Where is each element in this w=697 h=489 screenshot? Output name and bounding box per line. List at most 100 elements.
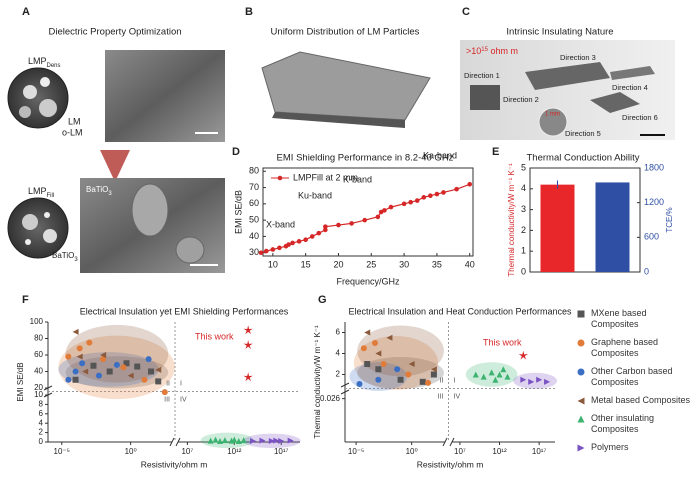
particle [40,77,50,87]
label-part: BaTiO [86,185,108,194]
legend-marker [577,368,585,376]
marker [472,371,479,378]
marker [100,352,107,358]
y-tick-label: 1 [521,246,526,256]
legend-label: Other insulating Composites [591,413,655,434]
annotation: This work [483,337,522,347]
point [401,201,407,207]
point [258,250,264,256]
point [441,190,446,195]
marker [212,436,219,443]
quadrant-label: III [164,396,170,403]
point [388,204,394,210]
legend-label: LMPFill at 2 mm [293,172,358,182]
marker [127,372,134,379]
marker [134,363,141,370]
y2-axis-label: TCE/% [665,207,674,232]
legend-item: Other insulating Composites [576,413,694,435]
sample [525,62,610,90]
particle [175,236,205,264]
direction-label: Direction 6 [622,113,658,122]
particle [39,99,57,117]
particle [19,106,31,118]
marker [161,389,168,396]
y-tick-label: 0 [521,266,526,276]
panel-title: Intrinsic Insulating Nature [506,27,613,38]
sample-slab [261,51,431,121]
y-tick-label: 60 [249,198,259,208]
y-tick-label: 8 [39,400,44,409]
annotation: This work [195,331,234,341]
annotation: K-band [343,174,372,184]
axis-break [175,437,181,447]
sample [610,66,655,80]
quadrant-label: II [440,377,444,384]
region [200,432,254,449]
region [353,336,439,390]
y-tick-label: 4 [336,349,341,358]
panel-label: A [22,6,30,18]
marker [480,373,487,380]
marker [243,325,253,335]
legend-label: Polymers [591,442,629,452]
y-tick-label: 80 [34,334,43,343]
panel-title: Dielectric Property Optimization [48,27,181,38]
panel-label: G [318,294,327,306]
point [408,199,413,205]
marker [86,339,93,346]
point [286,242,291,247]
marker [375,366,382,373]
magnifier [538,107,568,137]
y-tick-label: 50 [249,215,259,225]
axis-break [169,437,175,447]
x-axis-label: Resistivity/ohm m [417,459,484,469]
y2-tick-label: 1800 [644,162,664,172]
quadrant-label: IV [454,393,461,400]
point [428,193,433,199]
marker [408,361,415,367]
y-tick-label: 4 [521,183,526,193]
point [270,247,276,252]
y-tick-label: 0.026 [320,394,341,403]
arrow [100,150,130,182]
marker [65,376,72,383]
y-tick-label: 0 [39,437,44,446]
marker [148,368,155,375]
marker [364,329,371,336]
point [434,191,440,197]
legend-item: Other Carbon based Composites [576,366,694,388]
marker [394,366,401,373]
x-tick-label: 40 [465,259,475,269]
panel-title: Uniform Distribution of LM Particles [271,27,420,38]
axis-break [442,437,448,447]
axis-break [340,389,350,395]
quadrant-label: I [180,380,182,387]
panel-label: D [232,146,240,158]
label: LM [68,116,81,126]
marker [528,378,535,385]
marker [504,373,511,380]
y-tick-label: 60 [34,350,43,359]
point [349,221,354,226]
point [382,208,387,213]
point [454,186,459,192]
marker [106,368,113,375]
label-part: BaTiO [52,251,74,260]
particle [22,214,38,230]
region [513,372,558,389]
marker [544,378,551,385]
legend-label: Graphene based Composites [591,337,659,358]
point [362,217,368,223]
axis-break [449,437,455,447]
y-tick-label: 100 [30,317,44,326]
x-tick-label: 15 [301,259,311,269]
marker [155,378,162,385]
x-tick-label: 20 [333,259,343,269]
legend-item: Graphene based Composites [576,337,694,359]
x-tick-label: 30 [399,259,409,269]
annotation: X-band [266,219,295,229]
marker [536,376,543,383]
y-tick-label: 20 [34,383,43,392]
